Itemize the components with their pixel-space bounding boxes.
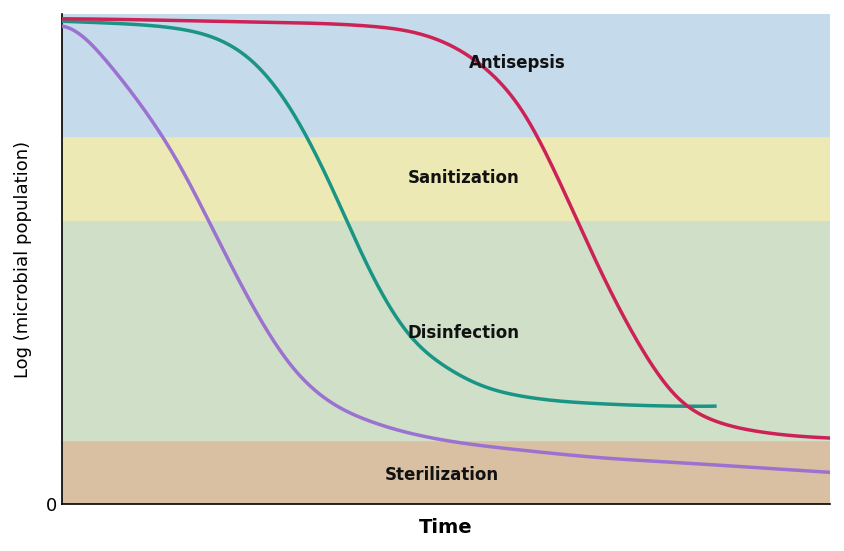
Text: Antisepsis: Antisepsis	[469, 54, 565, 72]
Bar	[62, 440, 830, 504]
Bar	[62, 220, 830, 440]
X-axis label: Time: Time	[419, 518, 473, 537]
Text: Sterilization: Sterilization	[385, 466, 499, 484]
Y-axis label: Log (microbial population): Log (microbial population)	[14, 141, 32, 377]
Text: Disinfection: Disinfection	[408, 323, 520, 342]
Text: Sanitization: Sanitization	[408, 169, 519, 187]
Bar	[62, 137, 830, 220]
Bar	[62, 14, 830, 137]
